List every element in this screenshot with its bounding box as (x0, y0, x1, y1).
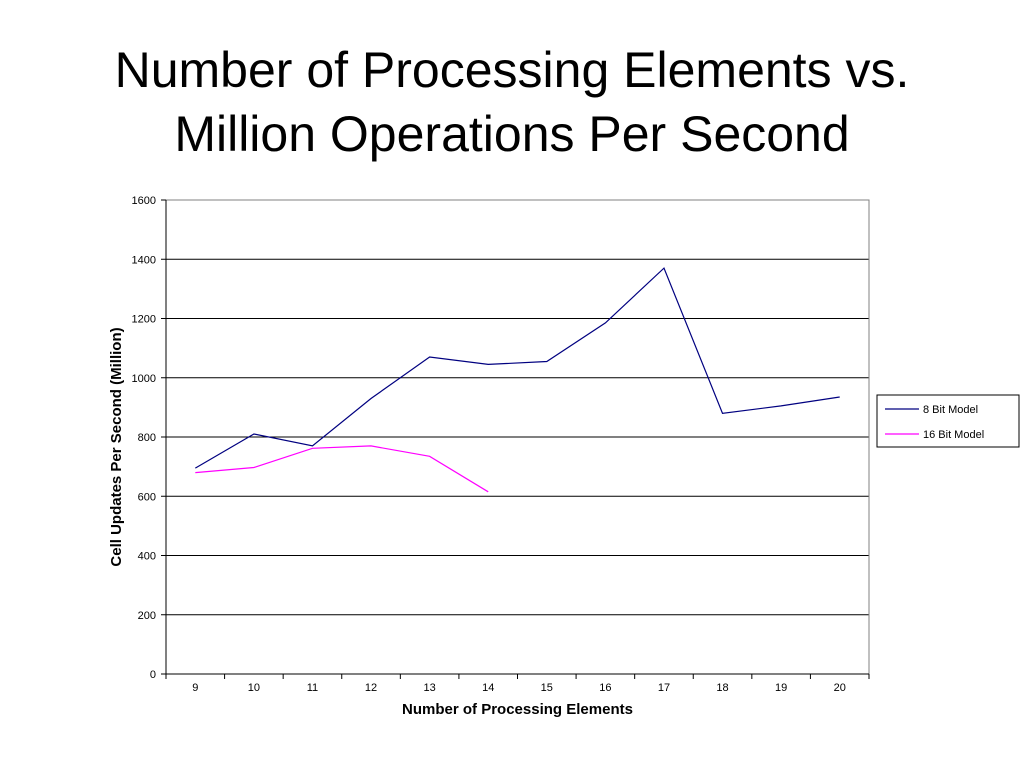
y-tick-label: 200 (138, 610, 156, 622)
y-tick-label: 0 (150, 669, 156, 681)
x-tick-label: 18 (716, 682, 728, 694)
x-tick-label: 19 (775, 682, 787, 694)
x-tick-label: 12 (365, 682, 377, 694)
legend-label-1: 8 Bit Model (923, 404, 978, 416)
legend: 8 Bit Model 16 Bit Model (876, 394, 1020, 448)
x-tick-label: 14 (482, 682, 494, 694)
x-tick-label: 20 (834, 682, 846, 694)
slide-title: Number of Processing Elements vs. Millio… (0, 38, 1024, 166)
y-tick-label: 800 (138, 432, 156, 444)
series-line-1 (194, 267, 840, 469)
gridlines (166, 199, 869, 616)
slide-title-line-1: Number of Processing Elements vs. (114, 42, 910, 98)
series-lines (194, 267, 840, 493)
y-tick-label: 1200 (132, 314, 156, 326)
y-tick-label: 400 (138, 551, 156, 563)
x-axis-label: Number of Processing Elements (402, 701, 633, 718)
series-line-2 (195, 445, 489, 493)
y-tick-label: 600 (138, 491, 156, 503)
x-tick-label: 15 (541, 682, 553, 694)
y-tick-label: 1000 (132, 373, 156, 385)
x-tick-label: 13 (424, 682, 436, 694)
x-tick-label: 17 (658, 682, 670, 694)
x-tick-label: 9 (192, 682, 198, 694)
x-tick-labels: 9 10 11 12 13 14 15 16 17 18 19 20 (192, 682, 846, 694)
y-tick-labels: 0 200 400 600 800 1000 1200 1400 1600 (132, 195, 156, 681)
y-tick-label: 1600 (132, 195, 156, 207)
slide-title-line-2: Million Operations Per Second (174, 106, 850, 162)
x-tick-label: 11 (307, 682, 318, 694)
axes (161, 199, 870, 679)
x-tick-label: 10 (248, 682, 260, 694)
legend-label-2: 16 Bit Model (923, 429, 984, 441)
y-tick-label: 1400 (132, 254, 156, 266)
x-tick-label: 16 (599, 682, 611, 694)
y-axis-label: Cell Updates Per Second (Million) (108, 327, 125, 566)
legend-box (876, 394, 1020, 448)
